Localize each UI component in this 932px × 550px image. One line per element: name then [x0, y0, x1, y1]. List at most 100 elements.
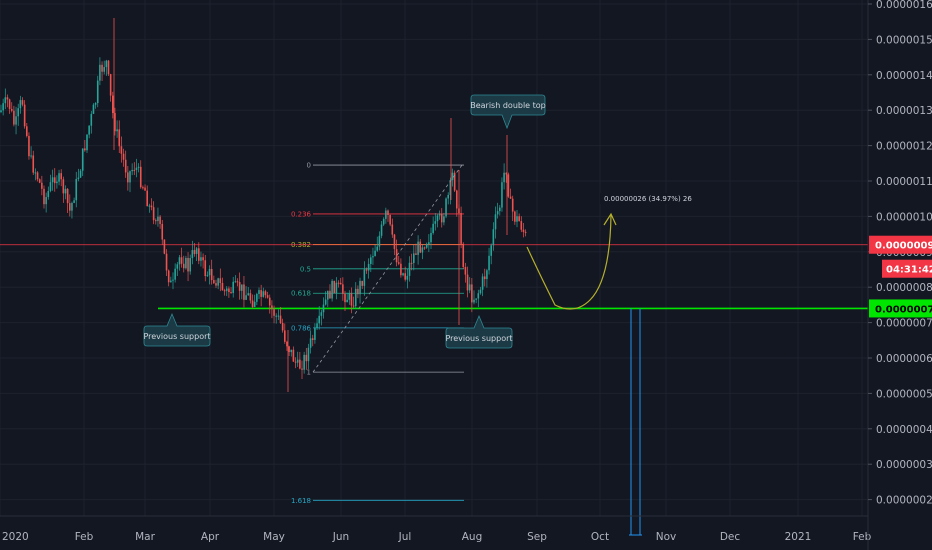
x-axis: 2020 Feb Mar Apr May Jun Jul Aug Sep Oct Nov Dec 202…	[0, 515, 872, 543]
candle-body	[161, 223, 164, 240]
candle-body	[316, 323, 318, 328]
candle-body	[236, 281, 239, 283]
callouts[interactable]: Previous support Previous support Bearish …	[143, 94, 546, 349]
candle-body	[299, 359, 301, 369]
candle-body	[492, 229, 495, 246]
candle-body	[385, 210, 387, 219]
candle-body	[318, 315, 320, 324]
candle-body	[359, 280, 361, 295]
x-tick-label: Feb	[75, 531, 94, 543]
candle-body	[176, 264, 179, 269]
candle-body	[105, 60, 108, 68]
candle-body	[374, 250, 376, 257]
candle-body	[505, 172, 508, 175]
candle-body	[167, 270, 170, 283]
candle-body	[34, 172, 37, 174]
candle-body	[124, 159, 127, 173]
candle-body	[397, 262, 400, 264]
candle-body	[60, 173, 62, 180]
candle-body	[150, 205, 153, 208]
last-price-tag	[869, 235, 932, 254]
measure-label-box	[600, 193, 672, 204]
candle-body	[0, 110, 2, 112]
candle-body	[26, 126, 28, 136]
candle-body	[230, 292, 232, 294]
candle-body	[217, 278, 219, 286]
candle-body	[311, 338, 314, 340]
candle-body	[170, 280, 172, 283]
candle-body	[198, 248, 200, 261]
x-tick-label: Apr	[201, 531, 220, 543]
horizontal-lines[interactable]	[0, 244, 868, 310]
price-tags: 0.00000092 04:31:42 0.00000074	[869, 235, 932, 318]
candle-body	[303, 354, 305, 370]
candle-body	[516, 216, 518, 222]
candle-body	[305, 354, 308, 362]
candle-body	[165, 253, 168, 271]
candle-body	[266, 295, 269, 298]
candle-body	[204, 260, 207, 277]
candle-body	[17, 108, 19, 117]
candle-body	[309, 338, 312, 348]
candle-body	[342, 284, 344, 294]
candle-body	[346, 299, 348, 303]
callout-previous-support-2[interactable]: Previous support	[445, 314, 513, 349]
x-tick-label: Aug	[462, 531, 483, 543]
candle-body	[152, 207, 155, 221]
candle-body	[118, 129, 121, 147]
candle-body	[86, 134, 88, 151]
candle-body	[144, 187, 146, 191]
candle-body	[64, 188, 67, 194]
candle-body	[339, 282, 342, 285]
candle-body	[73, 200, 75, 203]
candle-body	[413, 253, 415, 264]
price-measure-tool[interactable]: 0.00000026 (34.97%) 26	[600, 193, 692, 536]
projection-arrow-head	[603, 212, 617, 226]
candle-body	[94, 103, 97, 105]
candle-body	[445, 198, 447, 217]
candle-body	[43, 188, 45, 205]
candle-body	[363, 269, 366, 286]
candle-body	[96, 80, 99, 104]
candle-body	[148, 205, 151, 207]
candle-body	[8, 99, 11, 109]
candle-body	[514, 211, 516, 222]
callout-box	[470, 94, 546, 130]
projection-curve[interactable]	[526, 214, 612, 310]
candle-body	[451, 172, 454, 180]
candle-body	[389, 215, 391, 225]
candle-body	[288, 346, 290, 353]
drawings[interactable]: 0.00000026 (34.97%) 26 Previous support P…	[143, 94, 692, 536]
candle-body	[4, 97, 7, 104]
candle-body	[352, 305, 355, 307]
callout-previous-support-1[interactable]: Previous support	[143, 312, 211, 347]
fib-level-label: 0.5	[300, 265, 311, 273]
candle-body	[135, 167, 138, 171]
candle-body	[241, 284, 243, 291]
candle-body	[415, 253, 417, 255]
candle-body	[200, 257, 202, 261]
countdown-tag	[882, 259, 932, 278]
candle-body	[232, 281, 234, 293]
callout-bearish-double-top[interactable]: Bearish double top	[470, 94, 546, 130]
candle-body	[234, 281, 237, 283]
candle-body	[2, 103, 4, 111]
x-tick-label: Jun	[332, 531, 349, 543]
candle-body	[447, 194, 449, 199]
candle-body	[69, 203, 71, 211]
candle-body	[92, 104, 95, 114]
candle-body	[62, 179, 65, 194]
candle-body	[262, 291, 265, 297]
grid	[0, 0, 868, 516]
x-tick-label: Mar	[135, 531, 155, 543]
candle-body	[400, 263, 402, 276]
candle-body	[6, 97, 9, 100]
candle-body	[208, 268, 211, 276]
fib-level-label: 1	[307, 369, 311, 377]
candle-body	[215, 283, 217, 286]
